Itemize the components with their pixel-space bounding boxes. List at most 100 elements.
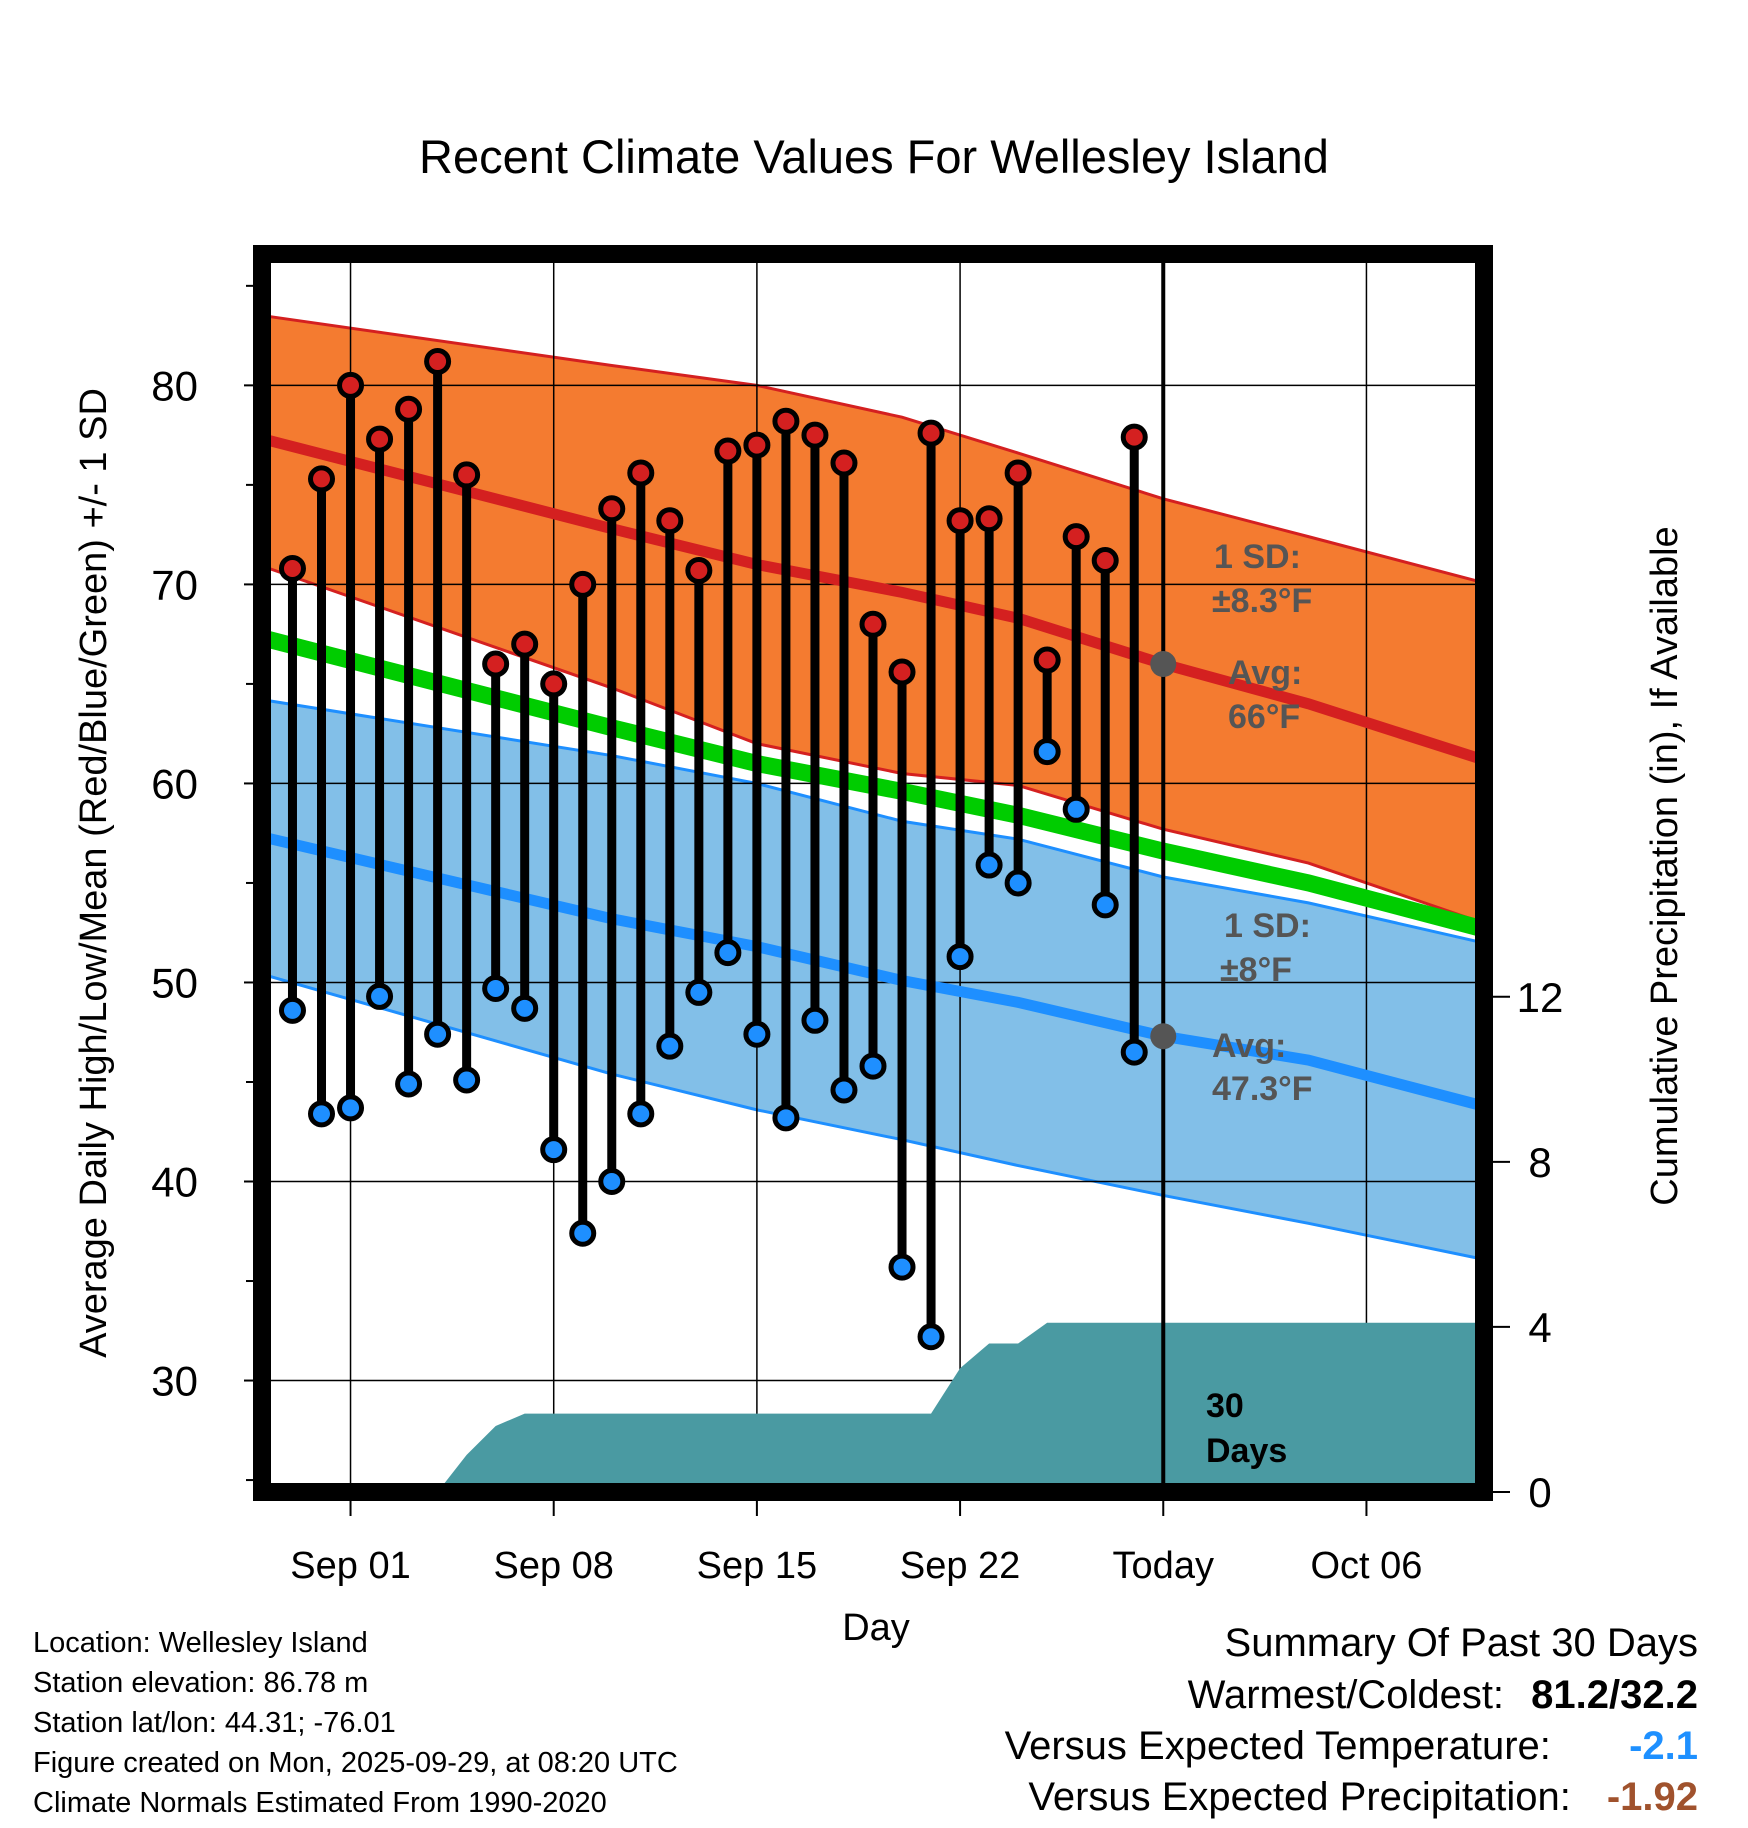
high-point bbox=[656, 507, 684, 535]
precip-label: Versus Expected Precipitation: bbox=[1028, 1775, 1571, 1819]
low-point bbox=[424, 1020, 452, 1048]
high-point bbox=[337, 371, 365, 399]
y-tick-label: 80 bbox=[151, 362, 198, 409]
y-tick-label: 60 bbox=[151, 760, 198, 807]
low-point bbox=[308, 1100, 336, 1128]
low-point bbox=[1120, 1038, 1148, 1066]
low-point bbox=[1091, 891, 1119, 919]
high-point bbox=[1062, 523, 1090, 551]
low-avg-label: Avg: bbox=[1212, 1027, 1286, 1065]
x-tick-label: Oct 06 bbox=[1310, 1545, 1422, 1587]
low-point bbox=[278, 996, 306, 1024]
summary-warmest-coldest: Warmest/Coldest: 81.2/32.2 bbox=[1188, 1673, 1698, 1718]
low-point bbox=[1004, 869, 1032, 897]
low-point bbox=[1062, 795, 1090, 823]
low-sd-value: ±8°F bbox=[1220, 951, 1292, 989]
y2-tick-label: 4 bbox=[1528, 1304, 1551, 1351]
low-point bbox=[569, 1219, 597, 1247]
low-point bbox=[453, 1066, 481, 1094]
latlon-text: Station lat/lon: 44.31; -76.01 bbox=[33, 1707, 396, 1739]
high-sd-label: 1 SD: bbox=[1214, 538, 1301, 576]
high-point bbox=[627, 459, 655, 487]
elevation-text: Station elevation: 86.78 m bbox=[33, 1667, 369, 1699]
y2-tick-label: 0 bbox=[1528, 1469, 1551, 1516]
high-avg-marker bbox=[1150, 651, 1177, 678]
plot-frame bbox=[253, 245, 1493, 1501]
low-avg-line bbox=[262, 831, 1484, 1112]
summary-precipitation: Versus Expected Precipitation: -1.92 bbox=[1028, 1775, 1698, 1820]
x-tick-label: Sep 08 bbox=[493, 1545, 613, 1587]
low-point bbox=[917, 1323, 945, 1351]
x-axis-label: Day bbox=[842, 1607, 910, 1649]
high-point bbox=[395, 395, 423, 423]
low-point bbox=[337, 1094, 365, 1122]
high-point bbox=[424, 347, 452, 375]
y2-axis-label: Cumulative Precipitation (in), If Availa… bbox=[1644, 526, 1686, 1205]
precip-value: -1.92 bbox=[1606, 1775, 1698, 1819]
low-point bbox=[540, 1136, 568, 1164]
high-point bbox=[888, 658, 916, 686]
low-point bbox=[482, 974, 510, 1002]
y-axis-label: Average Daily High/Low/Mean (Red/Blue/Gr… bbox=[73, 388, 115, 1358]
precip-days-line1: 30 bbox=[1206, 1387, 1244, 1425]
high-point bbox=[540, 670, 568, 698]
temp-value: -2.1 bbox=[1629, 1724, 1698, 1768]
y2-tick-label: 12 bbox=[1517, 974, 1564, 1021]
low-point bbox=[656, 1032, 684, 1060]
normals-text: Climate Normals Estimated From 1990-2020 bbox=[33, 1787, 607, 1819]
y-tick-label: 50 bbox=[151, 959, 198, 1006]
high-point bbox=[946, 507, 974, 535]
low-point bbox=[801, 1006, 829, 1034]
high-point bbox=[801, 421, 829, 449]
x-tick-label: Sep 22 bbox=[900, 1545, 1020, 1587]
precip-days-line2: Days bbox=[1206, 1432, 1287, 1470]
low-point bbox=[830, 1076, 858, 1104]
high-point bbox=[1091, 547, 1119, 575]
high-point bbox=[308, 465, 336, 493]
high-point bbox=[1120, 423, 1148, 451]
y2-tick-label: 8 bbox=[1528, 1139, 1551, 1186]
low-point bbox=[743, 1020, 771, 1048]
high-point bbox=[1004, 459, 1032, 487]
x-tick-label: Today bbox=[1113, 1545, 1214, 1587]
high-point bbox=[366, 425, 394, 453]
high-avg-label: Avg: bbox=[1228, 654, 1302, 692]
low-point bbox=[685, 978, 713, 1006]
y-tick-label: 70 bbox=[151, 561, 198, 608]
high-point bbox=[598, 495, 626, 523]
low-point bbox=[511, 994, 539, 1022]
low-point bbox=[366, 982, 394, 1010]
high-point bbox=[772, 407, 800, 435]
high-point bbox=[685, 556, 713, 584]
high-point bbox=[917, 419, 945, 447]
x-tick-label: Sep 15 bbox=[697, 1545, 817, 1587]
low-point bbox=[946, 943, 974, 971]
high-point bbox=[859, 610, 887, 638]
high-point bbox=[482, 650, 510, 678]
low-point bbox=[395, 1070, 423, 1098]
high-point bbox=[278, 554, 306, 582]
high-point bbox=[569, 570, 597, 598]
low-point bbox=[859, 1052, 887, 1080]
y-tick-label: 30 bbox=[151, 1358, 198, 1405]
high-point bbox=[453, 461, 481, 489]
summary-temperature: Versus Expected Temperature: -2.1 bbox=[1005, 1724, 1698, 1769]
created-text: Figure created on Mon, 2025-09-29, at 08… bbox=[33, 1747, 678, 1779]
high-point bbox=[743, 431, 771, 459]
high-point bbox=[1033, 646, 1061, 674]
low-point bbox=[598, 1168, 626, 1196]
high-sd-value: ±8.3°F bbox=[1212, 582, 1312, 620]
temp-label: Versus Expected Temperature: bbox=[1004, 1724, 1551, 1768]
low-avg-value: 47.3°F bbox=[1212, 1070, 1313, 1108]
low-point bbox=[714, 939, 742, 967]
high-point bbox=[975, 505, 1003, 533]
high-point bbox=[511, 630, 539, 658]
low-point bbox=[772, 1104, 800, 1132]
warmest-coldest-value: 81.2/32.2 bbox=[1531, 1673, 1698, 1717]
precip-area bbox=[263, 1322, 1483, 1492]
x-tick-label: Sep 01 bbox=[290, 1545, 410, 1587]
warmest-coldest-label: Warmest/Coldest: bbox=[1187, 1673, 1505, 1717]
low-sd-label: 1 SD: bbox=[1224, 907, 1311, 945]
low-point bbox=[888, 1253, 916, 1281]
